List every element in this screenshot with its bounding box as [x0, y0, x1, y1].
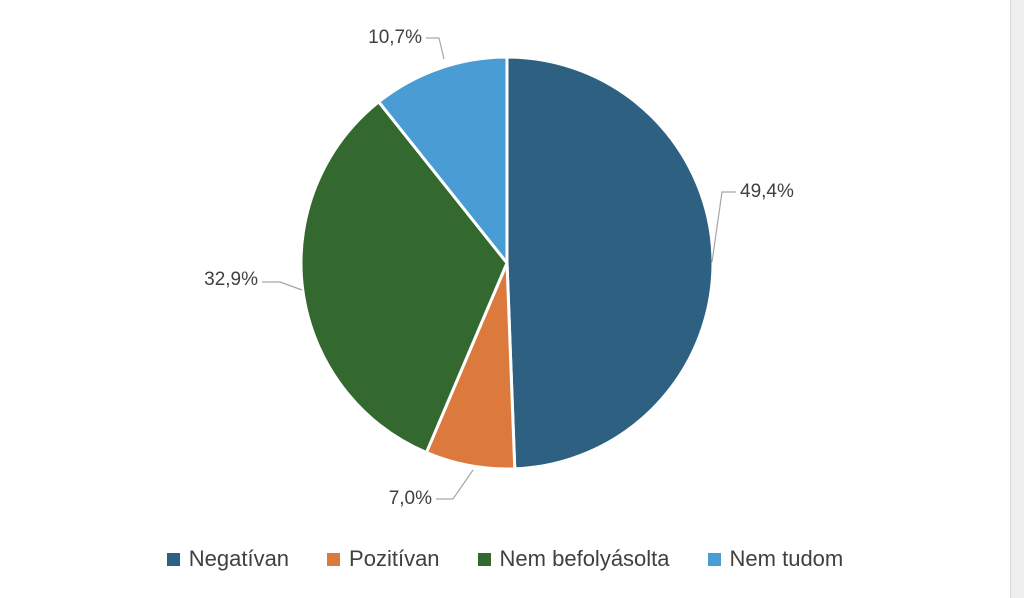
leader-line-pozitivan	[436, 469, 474, 500]
data-label-negativan: 49,4%	[740, 181, 794, 202]
pie-slice-nem-tudom	[377, 55, 509, 265]
pie-chart: 49,4% 7,0% 32,9% 10,7%	[204, 27, 794, 509]
legend-swatch-negativan	[166, 552, 180, 566]
legend-swatch-pozitivan	[327, 552, 341, 566]
data-label-pozitivan: 7,0%	[389, 488, 432, 509]
data-label-nem-befolyasolta: 32,9%	[204, 269, 258, 290]
legend-label-negativan: Negatívan	[188, 546, 290, 571]
pie-slice-negativan	[505, 55, 715, 471]
legend-swatch-nem-befolyasolta	[477, 552, 491, 566]
legend-item-nem-befolyasolta: Nem befolyásolta	[477, 546, 670, 572]
window-edge	[1010, 0, 1024, 598]
legend-item-nem-tudom: Nem tudom	[707, 546, 844, 572]
legend-label-nem-befolyasolta: Nem befolyásolta	[499, 546, 670, 571]
pie-slice-nem-befolyasolta	[299, 100, 509, 455]
legend-item-negativan: Negatívan	[166, 546, 290, 572]
legend-item-pozitivan: Pozitívan	[327, 546, 440, 572]
legend-label-nem-tudom: Nem tudom	[729, 546, 844, 571]
leader-line-nem-befolyasolta	[262, 281, 303, 291]
legend-label-pozitivan: Pozitívan	[349, 546, 440, 571]
leader-line-negativan	[711, 191, 736, 263]
chart-legend: Negatívan Pozitívan Nem befolyásolta Nem…	[0, 546, 1010, 572]
leader-line-nem-tudom	[426, 37, 445, 60]
data-label-nem-tudom: 10,7%	[368, 27, 422, 48]
legend-swatch-nem-tudom	[707, 552, 721, 566]
